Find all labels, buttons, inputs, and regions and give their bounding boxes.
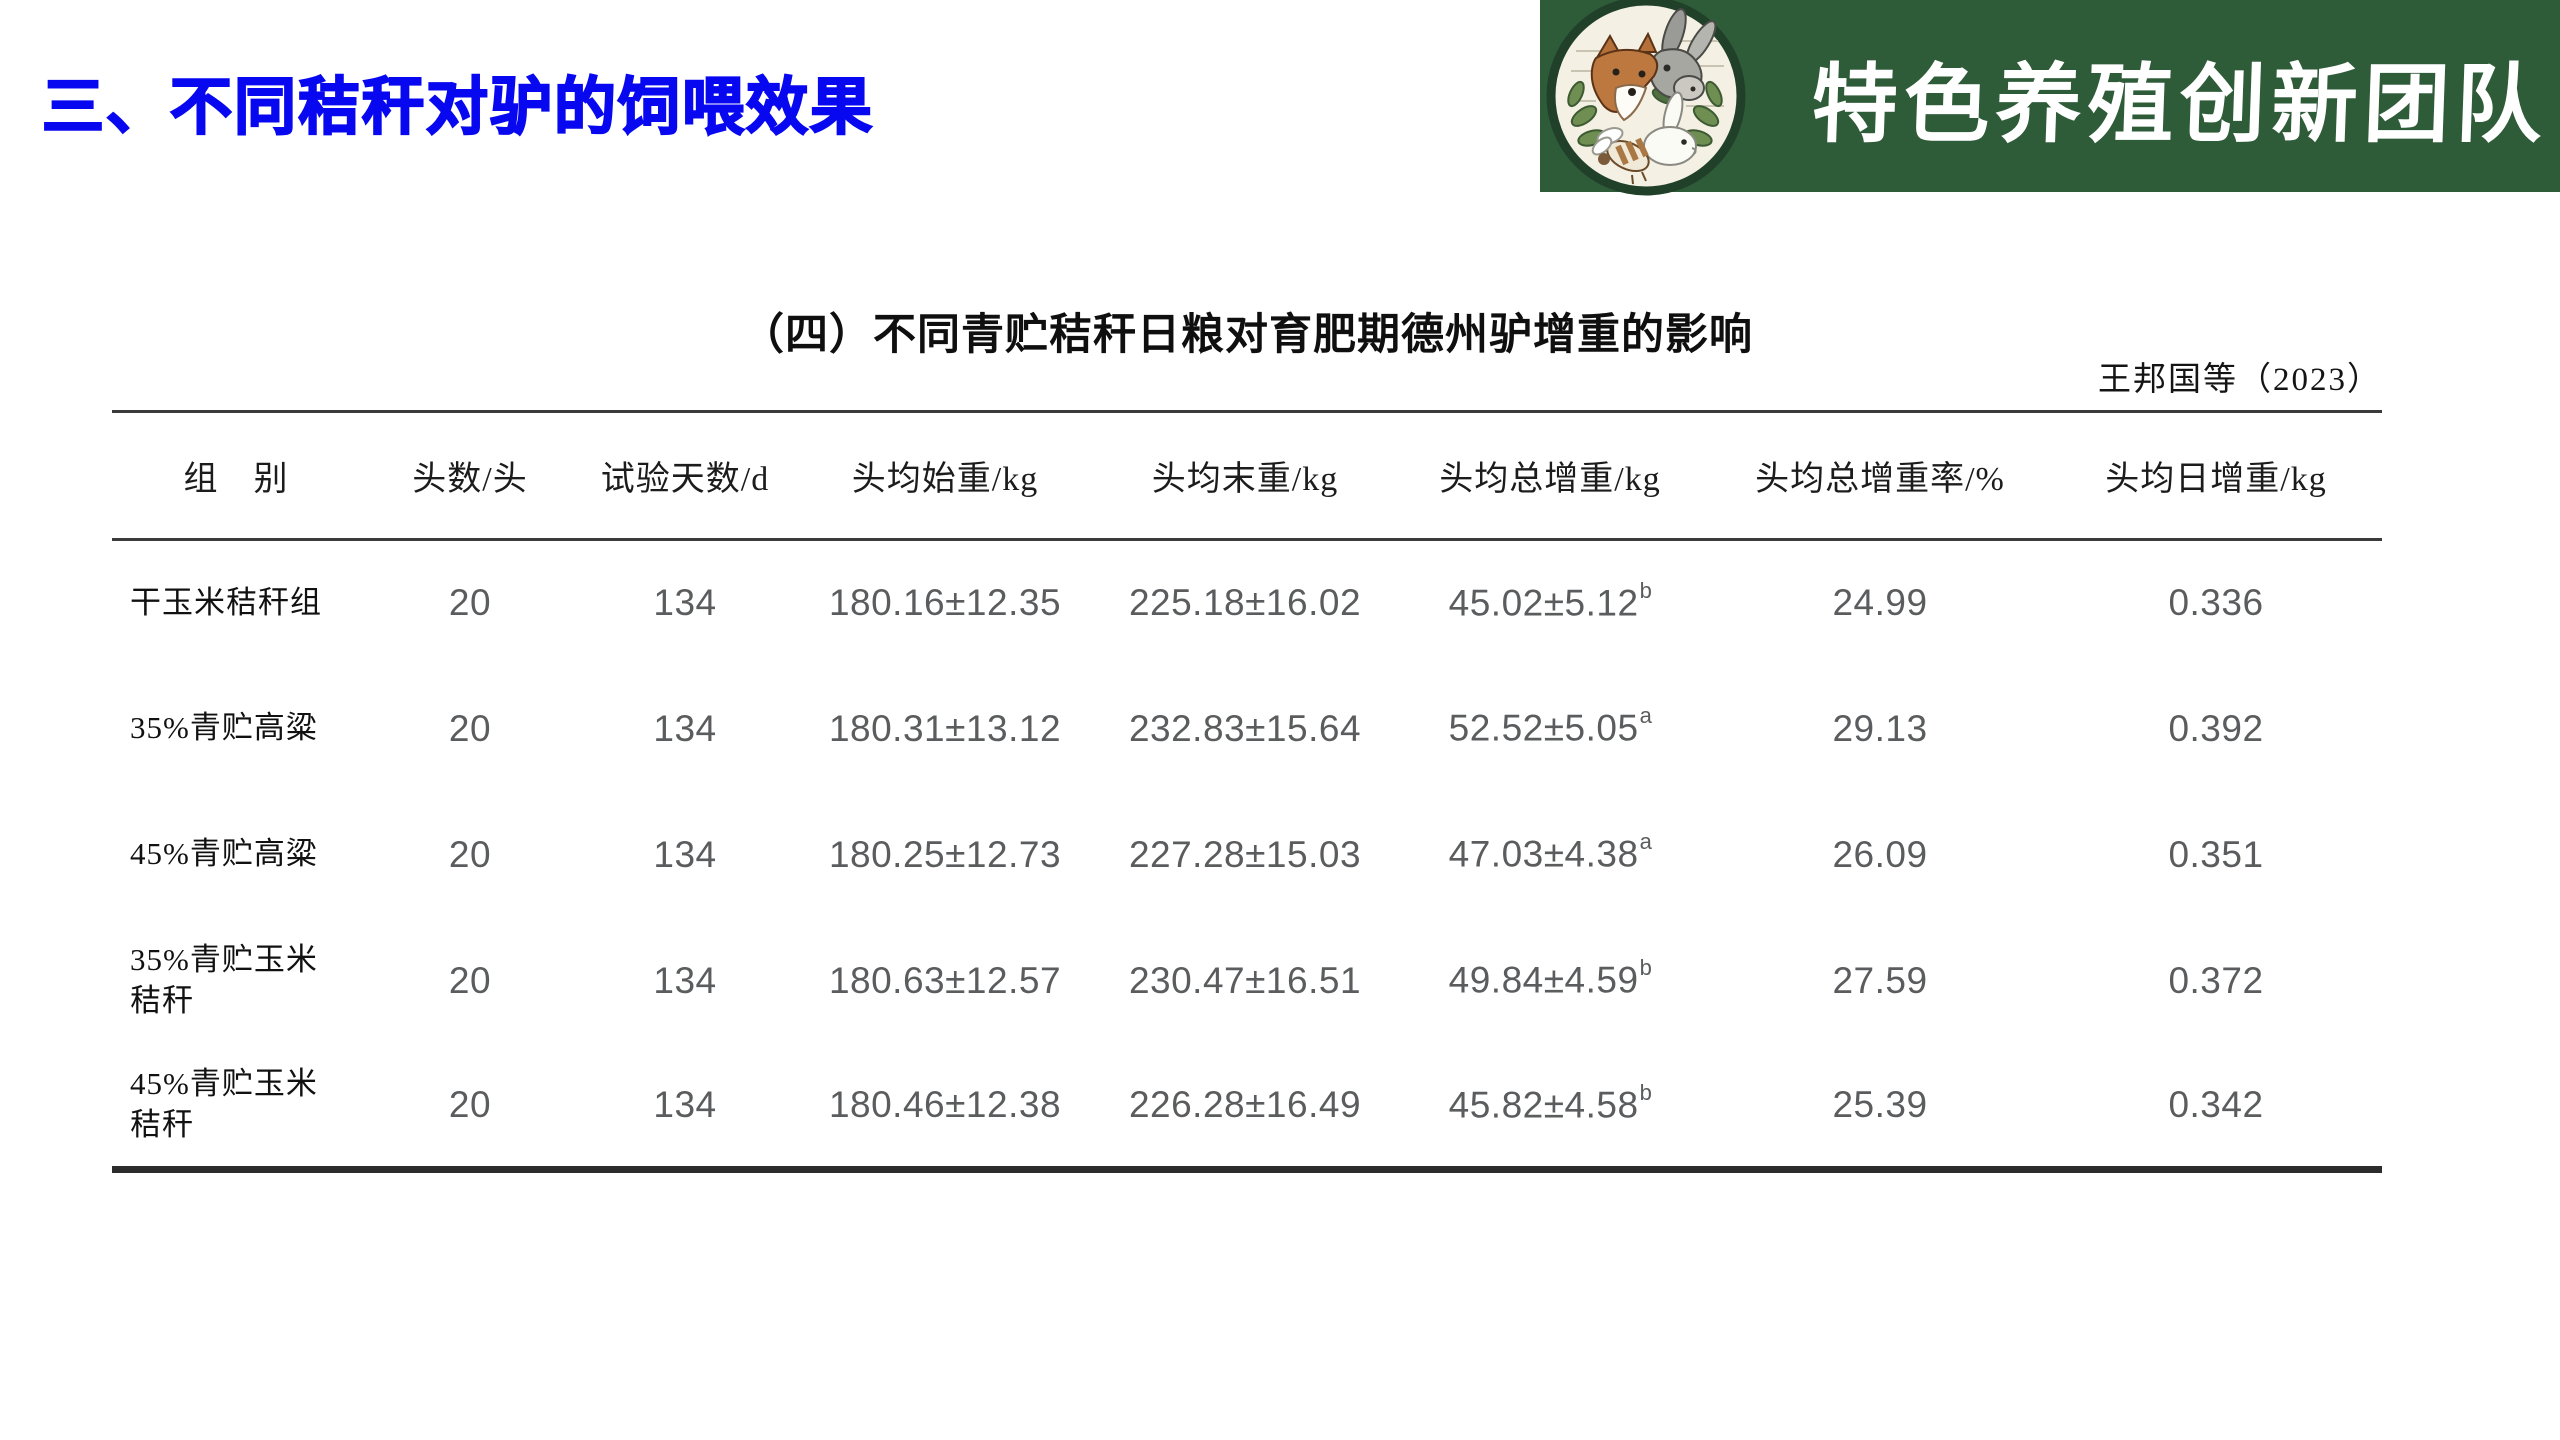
head-count-cell: 20	[448, 833, 492, 875]
head-count-cell: 20	[448, 582, 492, 624]
head-count-cell: 20	[448, 707, 492, 749]
total-gain-cell: 52.52±5.05a	[1448, 703, 1653, 749]
initial-weight-cell: 180.25±12.73	[828, 833, 1062, 875]
gain-rate-cell: 24.99	[1832, 582, 1928, 624]
column-header: 头数/头	[360, 411, 580, 541]
table-row: 45%青贮玉米 秸秆 20 134 180.46±12.38 226.28±16…	[112, 1044, 2382, 1170]
group-cell: 45%青贮高粱	[130, 836, 318, 872]
initial-weight-cell: 180.16±12.35	[828, 582, 1062, 624]
table-row: 45%青贮高粱 20 134 180.25±12.73 227.28±15.03…	[112, 792, 2382, 918]
group-cell: 35%青贮玉米 秸秆	[130, 942, 318, 1018]
team-banner: 特色养殖创新团队	[1540, 0, 2560, 196]
final-weight-cell: 227.28±15.03	[1128, 833, 1362, 875]
table-header-row: 组 别头数/头 试验天数/d 头均始重/kg 头均末重/kg 头均总增重/kg 头均总增重…	[112, 411, 2382, 541]
group-cell: 干玉米秸秆组	[130, 585, 322, 621]
final-weight-cell: 225.18±16.02	[1128, 582, 1362, 624]
head-count-cell: 20	[448, 959, 492, 1001]
daily-gain-cell: 0.372	[2168, 959, 2264, 1001]
daily-gain-cell: 0.351	[2168, 833, 2264, 875]
trial-days-cell: 134	[653, 959, 717, 1001]
initial-weight-cell: 180.46±12.38	[828, 1083, 1062, 1125]
column-header: 头均始重/kg	[790, 411, 1100, 541]
table-caption: （四）不同青贮秸秆日粮对育肥期德州驴增重的影响	[741, 311, 1753, 359]
table-row: 干玉米秸秆组 20 134 180.16±12.35 225.18±16.02 …	[112, 540, 2382, 666]
column-header: 头均总增重/kg	[1390, 411, 1710, 541]
final-weight-cell: 226.28±16.49	[1128, 1083, 1362, 1125]
final-weight-cell: 232.83±15.64	[1128, 707, 1362, 749]
fox-icon	[1590, 31, 1659, 122]
data-table: 组 别头数/头 试验天数/d 头均始重/kg 头均末重/kg 头均总增重/kg 头均总增重…	[112, 410, 2382, 1173]
team-name: 特色养殖创新团队	[1810, 56, 2550, 153]
initial-weight-cell: 180.63±12.57	[828, 959, 1062, 1001]
total-gain-cell: 45.82±4.58b	[1448, 1079, 1653, 1125]
daily-gain-cell: 0.392	[2168, 707, 2264, 749]
gain-rate-cell: 26.09	[1832, 833, 1928, 875]
initial-weight-cell: 180.31±13.12	[828, 707, 1062, 749]
column-header: 组 别	[112, 411, 360, 541]
column-header: 头均末重/kg	[1100, 411, 1390, 541]
trial-days-cell: 134	[653, 582, 717, 624]
citation: 王邦国等（2023）	[2098, 362, 2382, 398]
head-count-cell: 20	[448, 1083, 492, 1125]
column-header: 头均日增重/kg	[2050, 411, 2382, 541]
group-cell: 35%青贮高粱	[130, 710, 318, 746]
bee-icon	[1591, 127, 1650, 185]
column-header: 头均总增重率/%	[1710, 411, 2050, 541]
column-header: 试验天数/d	[580, 411, 790, 541]
page-title: 三、不同秸秆对驴的饲喂效果	[41, 72, 875, 143]
rabbit-icon	[1643, 91, 1697, 166]
table-body: 干玉米秸秆组 20 134 180.16±12.35 225.18±16.02 …	[112, 540, 2382, 1170]
gain-rate-cell: 25.39	[1832, 1083, 1928, 1125]
total-gain-cell: 45.02±5.12b	[1448, 578, 1653, 624]
gain-rate-cell: 27.59	[1832, 959, 1928, 1001]
daily-gain-cell: 0.336	[2168, 582, 2264, 624]
trial-days-cell: 134	[653, 707, 717, 749]
group-cell: 45%青贮玉米 秸秆	[130, 1066, 318, 1142]
table-row: 35%青贮玉米 秸秆 20 134 180.63±12.57 230.47±16…	[112, 918, 2382, 1044]
team-logo-icon	[1546, 0, 1746, 196]
table-row: 35%青贮高粱 20 134 180.31±13.12 232.83±15.64…	[112, 666, 2382, 792]
daily-gain-cell: 0.342	[2168, 1083, 2264, 1125]
final-weight-cell: 230.47±16.51	[1128, 959, 1362, 1001]
trial-days-cell: 134	[653, 833, 717, 875]
gain-rate-cell: 29.13	[1832, 707, 1928, 749]
total-gain-cell: 47.03±4.38a	[1448, 829, 1653, 875]
trial-days-cell: 134	[653, 1083, 717, 1125]
total-gain-cell: 49.84±4.59b	[1448, 955, 1653, 1001]
